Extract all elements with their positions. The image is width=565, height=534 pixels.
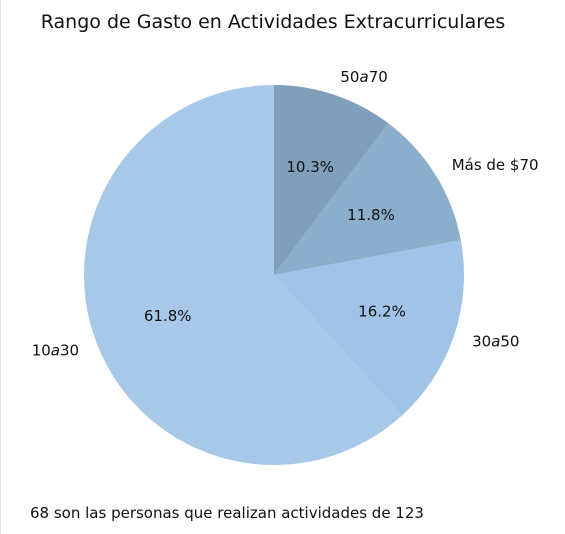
pie-chart: Rango de Gasto en Actividades Extracurri… [32,11,539,466]
slice-percent-label: 16.2% [358,302,406,320]
slice-percent-label: 61.8% [144,307,192,325]
left-border [0,0,1,534]
slice-category-label: 50a70 [340,68,387,86]
slice-category-label: 10a30 [32,341,79,359]
pie-slice-2 [274,240,465,416]
chart-title: Rango de Gasto en Actividades Extracurri… [41,11,506,33]
pie-slice-0 [274,85,389,275]
slice-category-label: Más de $70 [452,156,539,174]
slice-category-label: 30a50 [472,333,519,351]
slice-percent-label: 11.8% [347,206,395,224]
pie-slice-3 [83,84,402,466]
footnote: 68 son las personas que realizan activid… [30,504,424,522]
pie-slice-1 [274,123,461,275]
slice-percent-label: 10.3% [286,158,334,176]
